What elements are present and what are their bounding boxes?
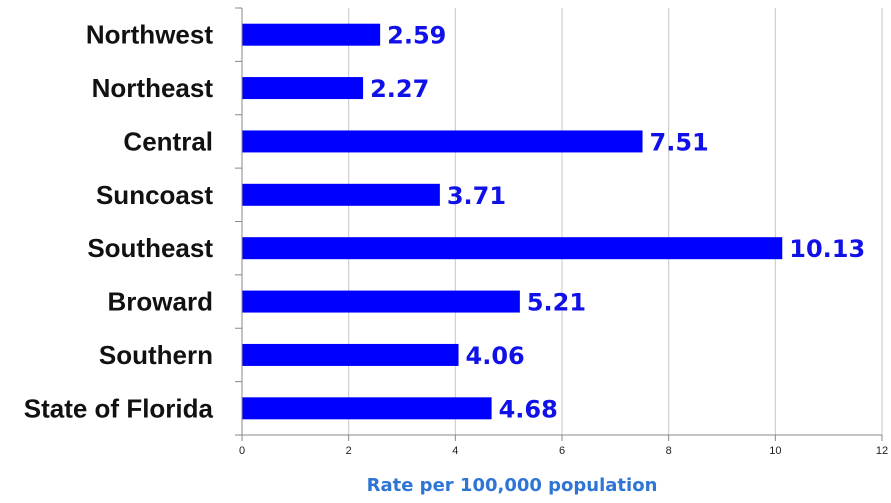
bar xyxy=(242,183,440,206)
x-tick-label: 2 xyxy=(346,445,352,457)
category-label: Southeast xyxy=(87,233,213,263)
x-tick-label: 12 xyxy=(876,445,888,457)
value-label: 3.71 xyxy=(447,182,506,210)
x-tick-label: 0 xyxy=(239,445,245,457)
x-tick-label: 8 xyxy=(666,445,672,457)
value-label: 4.68 xyxy=(499,395,558,423)
category-label: Suncoast xyxy=(96,180,213,210)
category-label: Northwest xyxy=(86,20,213,50)
x-tick-label: 6 xyxy=(559,445,565,457)
value-label: 2.27 xyxy=(370,75,429,103)
bar xyxy=(242,343,459,366)
value-label: 4.06 xyxy=(466,342,525,370)
value-label: 5.21 xyxy=(527,289,586,317)
gridlines xyxy=(348,8,883,435)
bar xyxy=(242,23,381,46)
bar xyxy=(242,290,520,313)
category-label: Central xyxy=(123,126,213,156)
category-label: Broward xyxy=(108,287,213,317)
labels: 0 2 4 6 8 10 12 Northwest 2.59 Northeast 2.27 Centr… xyxy=(24,20,888,457)
x-tick-label: 4 xyxy=(452,445,458,457)
value-label: 2.59 xyxy=(387,22,446,50)
category-label: Northeast xyxy=(92,73,214,103)
axes xyxy=(235,7,883,441)
x-axis-title: Rate per 100,000 population xyxy=(367,475,658,496)
category-label: State of Florida xyxy=(24,393,214,423)
value-label: 10.13 xyxy=(789,235,865,263)
bar xyxy=(242,397,492,420)
value-label: 7.51 xyxy=(650,128,709,156)
category-label: Southern xyxy=(99,340,213,370)
bar xyxy=(242,237,783,260)
bar xyxy=(242,77,364,100)
bars xyxy=(242,23,783,420)
x-tick-label: 10 xyxy=(769,445,781,457)
bar xyxy=(242,130,643,153)
